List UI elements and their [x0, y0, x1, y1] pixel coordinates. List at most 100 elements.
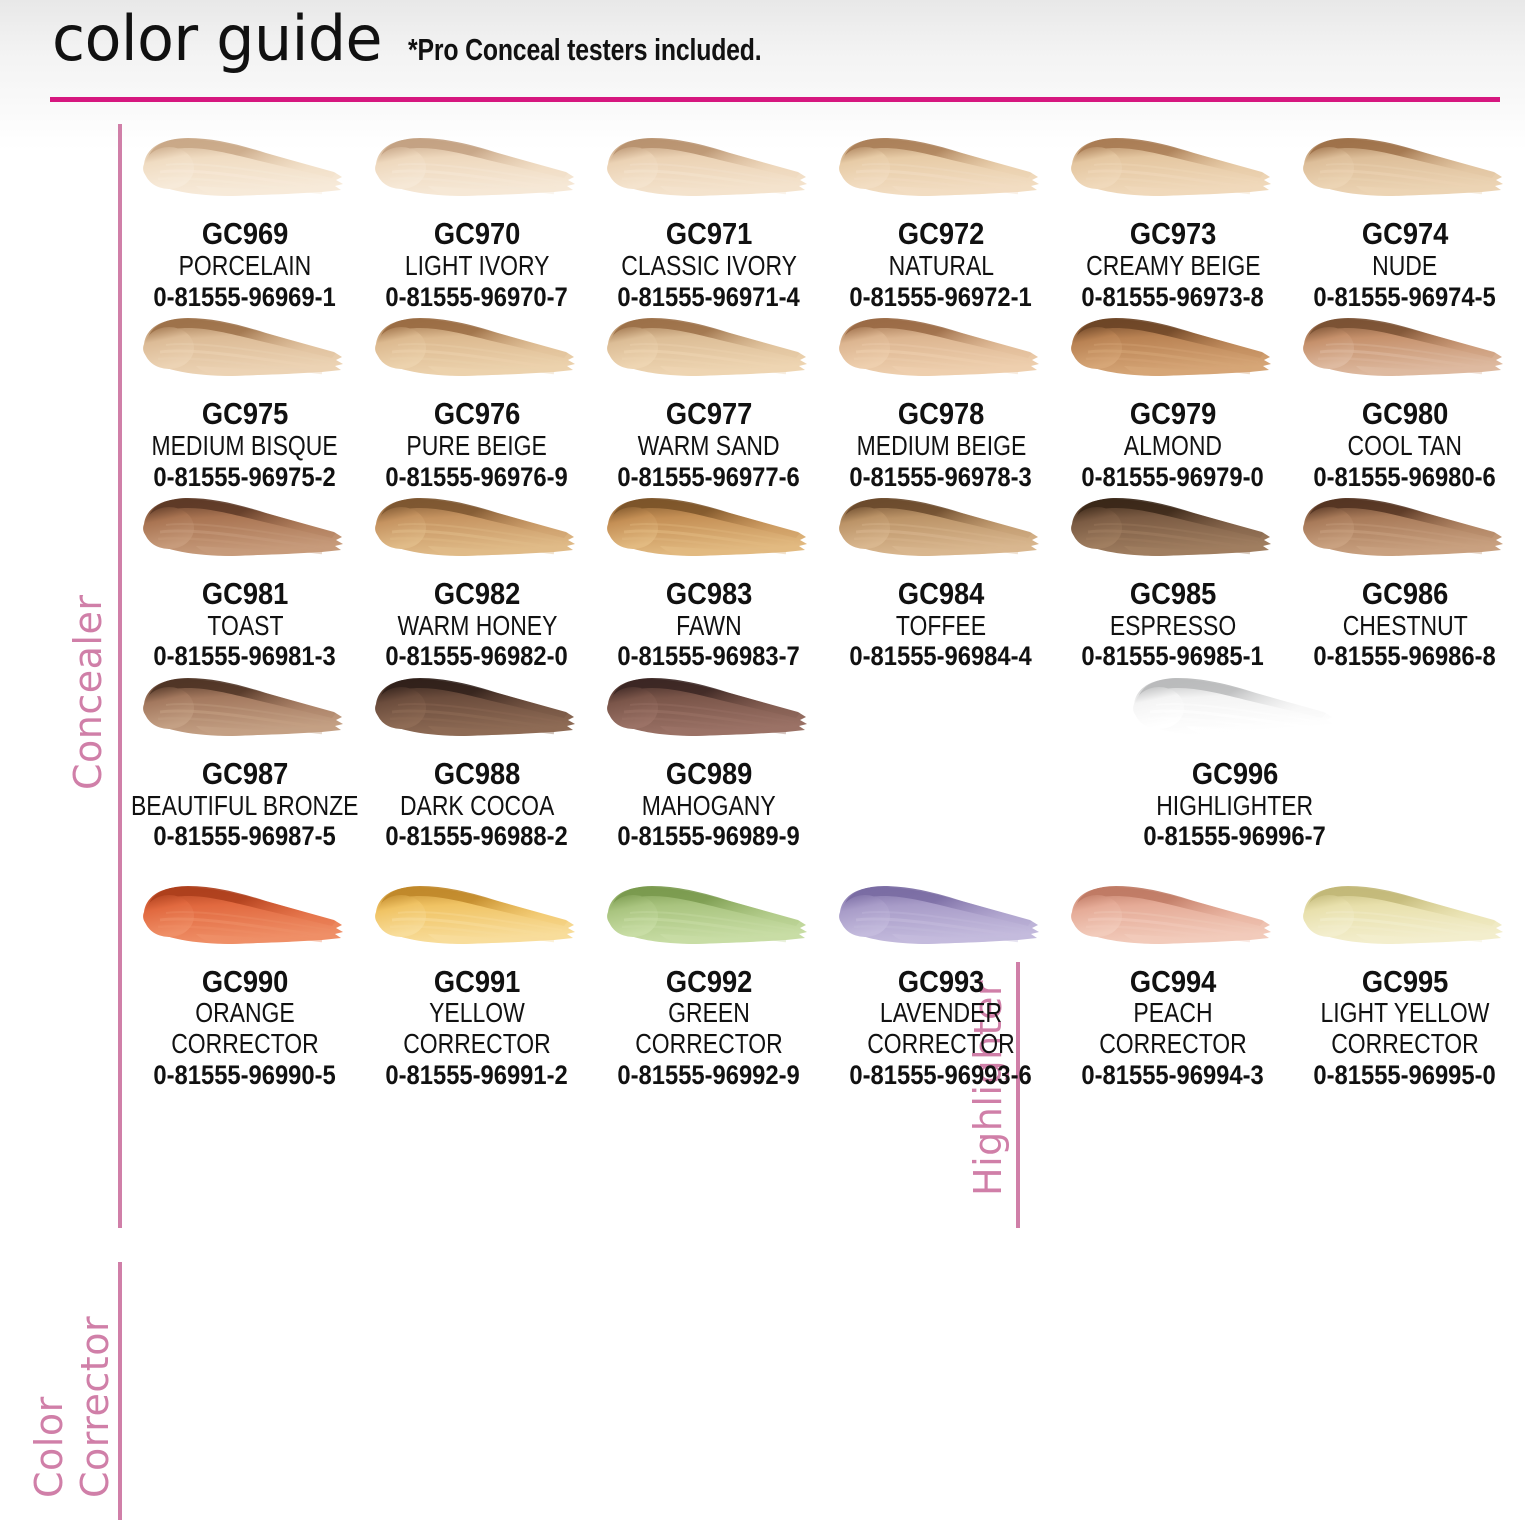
concealer-row-2: GC975 MEDIUM BISQUE 0-81555-96975-2 — [129, 308, 1525, 492]
shade-swatch — [136, 128, 354, 214]
shade-name: MAHOGANY — [642, 789, 776, 821]
shade-code: GC989 — [665, 755, 753, 791]
shade-cell[interactable]: GC984 TOFFEE 0-81555-96984-4 — [825, 488, 1057, 672]
shade-swatch — [600, 488, 818, 574]
shade-name-line1: YELLOW — [429, 997, 525, 1029]
shade-code: GC982 — [433, 575, 521, 611]
shade-code: GC986 — [1361, 575, 1449, 611]
shade-cell[interactable]: GC974 NUDE 0-81555-96974-5 — [1289, 128, 1521, 312]
shade-code: GC995 — [1361, 963, 1449, 999]
page-header: color guide *Pro Conceal testers include… — [52, 8, 850, 70]
shade-name: PORCELAIN — [178, 249, 312, 281]
shade-swatch — [368, 128, 586, 214]
page-subtitle: *Pro Conceal testers included. — [408, 32, 762, 67]
shade-cell[interactable]: GC985 ESPRESSO 0-81555-96985-1 — [1057, 488, 1289, 672]
shade-swatch — [832, 128, 1050, 214]
concealer-rail — [118, 124, 122, 1228]
shade-name: PURE BEIGE — [406, 429, 548, 461]
shade-name-line2: CORRECTOR — [635, 1028, 783, 1060]
shade-cell[interactable]: GC981 TOAST 0-81555-96981-3 — [129, 488, 361, 672]
shade-cell[interactable]: GC976 PURE BEIGE 0-81555-96976-9 — [361, 308, 593, 492]
shade-cell[interactable]: GC989 MAHOGANY 0-81555-96989-9 — [593, 668, 825, 852]
shade-name: MEDIUM BEIGE — [856, 429, 1026, 461]
shade-cell[interactable]: GC969 PORCELAIN 0-81555-96969-1 — [129, 128, 361, 312]
shade-cell[interactable]: GC971 CLASSIC IVORY 0-81555-96971-4 — [593, 128, 825, 312]
shade-cell[interactable]: GC972 NATURAL 0-81555-96972-1 — [825, 128, 1057, 312]
shade-name-line1: PEACH — [1133, 997, 1213, 1029]
shade-upc: 0-81555-96980-6 — [1313, 461, 1497, 492]
page-title: color guide — [52, 2, 383, 75]
shade-swatch — [1126, 668, 1344, 754]
shade-grid: GC969 PORCELAIN 0-81555-96969-1 — [129, 128, 1525, 1090]
shade-swatch — [368, 668, 586, 754]
shade-cell[interactable]: GC994 PEACH CORRECTOR 0-81555-96994-3 — [1057, 876, 1289, 1091]
shade-upc: 0-81555-96991-2 — [385, 1060, 569, 1091]
shade-name: CREAMY BEIGE — [1085, 249, 1261, 281]
shade-cell[interactable]: GC975 MEDIUM BISQUE 0-81555-96975-2 — [129, 308, 361, 492]
shade-code: GC985 — [1129, 575, 1217, 611]
shade-cell[interactable]: GC988 DARK COCOA 0-81555-96988-2 — [361, 668, 593, 852]
shade-cell[interactable]: GC977 WARM SAND 0-81555-96977-6 — [593, 308, 825, 492]
shade-swatch — [1296, 488, 1514, 574]
shade-upc: 0-81555-96971-4 — [617, 281, 801, 312]
shade-name: CHESTNUT — [1342, 609, 1468, 641]
shade-cell[interactable]: GC993 LAVENDER CORRECTOR 0-81555-96993-6 — [825, 876, 1057, 1091]
shade-cell[interactable]: GC983 FAWN 0-81555-96983-7 — [593, 488, 825, 672]
shade-upc: 0-81555-96974-5 — [1313, 281, 1497, 312]
shade-code: GC984 — [897, 575, 985, 611]
shade-cell[interactable]: GC982 WARM HONEY 0-81555-96982-0 — [361, 488, 593, 672]
shade-cell[interactable]: GC979 ALMOND 0-81555-96979-0 — [1057, 308, 1289, 492]
shade-code: GC969 — [201, 216, 289, 251]
color-corrector-label-line2: Corrector — [73, 1315, 117, 1498]
shade-upc: 0-81555-96984-4 — [849, 641, 1033, 672]
shade-name: PEACH CORRECTOR — [1099, 998, 1247, 1060]
shade-name: MEDIUM BISQUE — [151, 429, 339, 461]
shade-upc: 0-81555-96987-5 — [153, 821, 337, 852]
shade-cell[interactable]: GC995 LIGHT YELLOW CORRECTOR 0-81555-96995-… — [1289, 876, 1521, 1091]
shade-upc: 0-81555-96994-3 — [1081, 1060, 1265, 1091]
shade-code: GC972 — [897, 216, 985, 251]
shade-upc: 0-81555-96989-9 — [617, 821, 801, 852]
shade-upc: 0-81555-96975-2 — [153, 461, 337, 492]
shade-cell[interactable]: GC992 GREEN CORRECTOR 0-81555-96992-9 — [593, 876, 825, 1091]
shade-cell[interactable]: GC970 LIGHT IVORY 0-81555-96970-7 — [361, 128, 593, 312]
shade-cell[interactable]: GC978 MEDIUM BEIGE 0-81555-96978-3 — [825, 308, 1057, 492]
shade-name: HIGHLIGHTER — [1156, 789, 1314, 821]
concealer-row-1: GC969 PORCELAIN 0-81555-96969-1 — [129, 128, 1525, 312]
shade-name: BEAUTIFUL BRONZE — [131, 789, 359, 821]
shade-code: GC971 — [665, 216, 753, 251]
shade-name: WARM SAND — [637, 429, 781, 461]
shade-swatch — [1296, 128, 1514, 214]
shade-name: ALMOND — [1123, 429, 1223, 461]
shade-upc: 0-81555-96972-1 — [849, 281, 1033, 312]
shade-cell[interactable]: GC991 YELLOW CORRECTOR 0-81555-96991-2 — [361, 876, 593, 1091]
color-corrector-label-line1: Color — [27, 1396, 71, 1498]
shade-swatch — [368, 488, 586, 574]
color-corrector-rail-label: Color — [27, 1396, 71, 1498]
shade-swatch — [136, 668, 354, 754]
shade-cell[interactable]: GC986 CHESTNUT 0-81555-96986-8 — [1289, 488, 1521, 672]
shade-upc: 0-81555-96973-8 — [1081, 281, 1265, 312]
shade-code: GC996 — [1191, 755, 1279, 791]
shade-cell[interactable]: GC973 CREAMY BEIGE 0-81555-96973-8 — [1057, 128, 1289, 312]
shade-code: GC976 — [433, 395, 521, 431]
shade-upc: 0-81555-96970-7 — [385, 281, 569, 312]
shade-upc: 0-81555-96993-6 — [849, 1060, 1033, 1091]
shade-cell[interactable]: GC980 COOL TAN 0-81555-96980-6 — [1289, 308, 1521, 492]
shade-name: LIGHT YELLOW CORRECTOR — [1321, 998, 1490, 1060]
shade-name: YELLOW CORRECTOR — [403, 998, 551, 1060]
shade-cell[interactable]: GC996 HIGHLIGHTER 0-81555-96996-7 — [1119, 668, 1351, 852]
shade-cell[interactable]: GC987 BEAUTIFUL BRONZE 0-81555-96987-5 — [129, 668, 361, 852]
shade-swatch — [600, 308, 818, 394]
shade-name-line2: CORRECTOR — [1331, 1028, 1479, 1060]
shade-name-line2: CORRECTOR — [867, 1028, 1015, 1060]
shade-upc: 0-81555-96992-9 — [617, 1060, 801, 1091]
concealer-row-4: GC987 BEAUTIFUL BRONZE 0-81555-96987-5 — [129, 668, 1525, 852]
shade-upc: 0-81555-96982-0 — [385, 641, 569, 672]
shade-name: GREEN CORRECTOR — [635, 998, 783, 1060]
shade-upc: 0-81555-96977-6 — [617, 461, 801, 492]
shade-code: GC994 — [1129, 963, 1217, 999]
shade-cell[interactable]: GC990 ORANGE CORRECTOR 0-81555-96990-5 — [129, 876, 361, 1091]
concealer-rail-label: Concealer — [66, 594, 110, 790]
shade-code: GC970 — [433, 216, 521, 251]
